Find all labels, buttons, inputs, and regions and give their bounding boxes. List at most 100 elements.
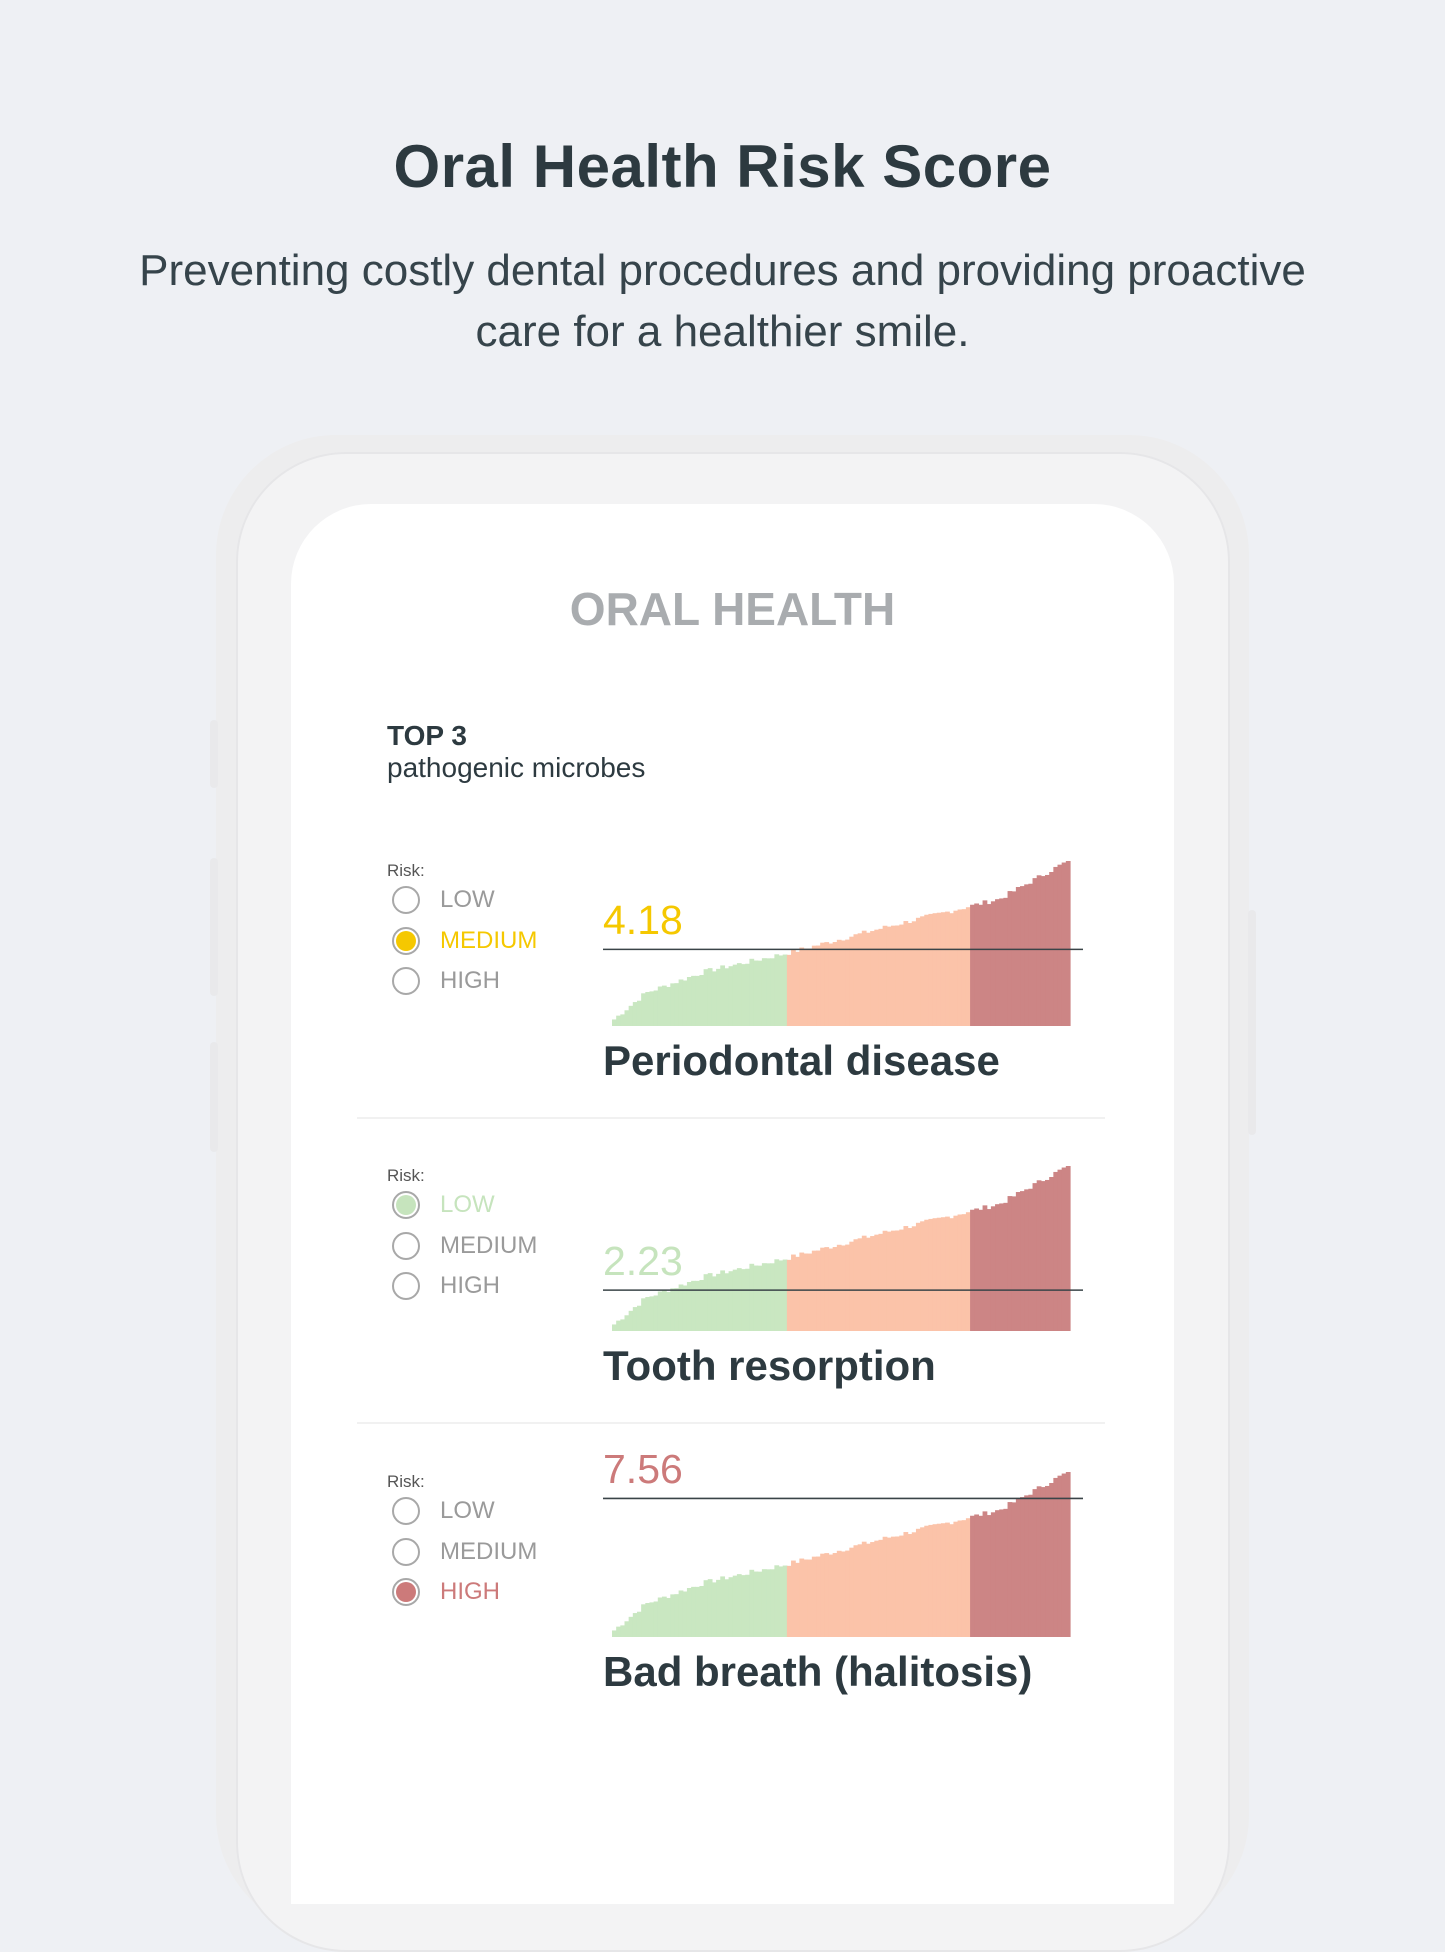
distribution-bar xyxy=(616,1015,621,1026)
radio-unselected[interactable] xyxy=(392,967,420,995)
distribution-bar xyxy=(995,899,1000,1026)
distribution-bar xyxy=(720,965,726,1026)
distribution-bar xyxy=(961,1520,967,1637)
distribution-bar xyxy=(757,1571,763,1637)
risk-distribution-chart xyxy=(603,1472,1083,1637)
distribution-bar xyxy=(770,958,775,1026)
distribution-bar xyxy=(903,921,909,1026)
distribution-bar xyxy=(961,1214,967,1331)
risk-option-low[interactable]: LOW xyxy=(392,884,495,916)
distribution-bar xyxy=(1045,874,1050,1026)
risk-option-high[interactable]: HIGH xyxy=(392,1270,500,1302)
distribution-bar xyxy=(940,1523,946,1637)
distribution-bar xyxy=(978,904,984,1026)
radio-unselected[interactable] xyxy=(392,1497,420,1525)
distribution-bar xyxy=(945,911,950,1026)
distribution-bar xyxy=(686,1282,692,1331)
distribution-bar xyxy=(661,985,667,1026)
risk-option-medium[interactable]: MEDIUM xyxy=(392,1230,537,1262)
risk-option-label: LOW xyxy=(440,1497,495,1524)
risk-option-low[interactable]: LOW xyxy=(392,1495,495,1527)
distribution-bar xyxy=(612,1630,617,1637)
distribution-bar xyxy=(674,983,680,1026)
distribution-bar xyxy=(1007,1502,1013,1637)
distribution-bar xyxy=(1057,864,1063,1026)
distribution-bar xyxy=(824,1553,830,1637)
distribution-bar xyxy=(703,1274,709,1331)
distribution-bar xyxy=(828,943,834,1026)
risk-option-medium[interactable]: MEDIUM xyxy=(392,925,537,957)
distribution-bar xyxy=(870,1236,875,1331)
risk-distribution-chart xyxy=(603,861,1083,1026)
distribution-bar xyxy=(749,958,755,1026)
distribution-bar xyxy=(1003,1508,1009,1637)
distribution-bar xyxy=(703,969,709,1026)
distribution-bar xyxy=(995,1204,1000,1331)
distribution-bar xyxy=(728,1271,734,1331)
distribution-bar xyxy=(1053,866,1059,1026)
distribution-bar xyxy=(1020,886,1025,1026)
distribution-bar xyxy=(691,975,696,1026)
distribution-bar xyxy=(674,1594,680,1637)
distribution-bar xyxy=(924,1219,930,1331)
distribution-bar xyxy=(761,1263,767,1331)
distribution-bar xyxy=(678,1284,684,1331)
risk-option-low[interactable]: LOW xyxy=(392,1189,495,1221)
distribution-bar xyxy=(1024,1495,1029,1637)
radio-selected[interactable] xyxy=(392,1191,420,1219)
risk-label: Risk: xyxy=(387,861,425,880)
radio-unselected[interactable] xyxy=(392,1232,420,1260)
distribution-bar xyxy=(857,1238,863,1331)
distribution-bar xyxy=(986,904,992,1026)
distribution-bar xyxy=(903,1226,909,1331)
distribution-bar xyxy=(845,1244,850,1331)
distribution-bar xyxy=(732,1269,738,1331)
distribution-bar xyxy=(811,945,817,1026)
distribution-bar xyxy=(957,1520,963,1637)
risk-option-medium[interactable]: MEDIUM xyxy=(392,1536,537,1568)
distribution-bar xyxy=(1049,1176,1054,1331)
distribution-bar xyxy=(1040,1487,1046,1637)
distribution-bar xyxy=(1020,1497,1025,1637)
risk-label: Risk: xyxy=(387,1472,425,1491)
distribution-bar xyxy=(766,1263,771,1331)
distribution-bar xyxy=(799,1558,805,1637)
distribution-bar xyxy=(653,1601,659,1637)
distribution-bar xyxy=(724,1579,730,1637)
distribution-bar xyxy=(915,1528,921,1637)
distribution-bar xyxy=(1065,1166,1071,1331)
distribution-bar xyxy=(928,913,934,1026)
distribution-bar xyxy=(990,1206,996,1331)
distribution-bar xyxy=(899,924,905,1026)
distribution-bar xyxy=(974,1208,979,1331)
distribution-bar xyxy=(1053,1171,1059,1331)
distribution-bar xyxy=(882,925,888,1026)
distribution-bar xyxy=(932,913,938,1026)
distribution-bar xyxy=(816,1556,821,1637)
distribution-bar xyxy=(711,1276,717,1331)
distribution-bar xyxy=(899,1535,905,1637)
distribution-bar xyxy=(770,1569,775,1637)
distribution-bar xyxy=(657,986,663,1026)
distribution-bar xyxy=(940,912,946,1026)
radio-unselected[interactable] xyxy=(392,1538,420,1566)
radio-unselected[interactable] xyxy=(392,886,420,914)
risk-option-high[interactable]: HIGH xyxy=(392,965,500,997)
distribution-bar xyxy=(874,1234,880,1331)
distribution-bar xyxy=(949,1524,955,1637)
distribution-bar xyxy=(624,1315,630,1331)
distribution-bar xyxy=(832,942,838,1026)
risk-option-high[interactable]: HIGH xyxy=(392,1576,500,1608)
radio-selected[interactable] xyxy=(392,1578,420,1606)
distribution-bar xyxy=(741,1575,746,1637)
distribution-bar xyxy=(732,964,738,1026)
radio-unselected[interactable] xyxy=(392,1272,420,1300)
distribution-bar xyxy=(661,1290,667,1331)
distribution-bar xyxy=(703,1580,709,1637)
radio-selected[interactable] xyxy=(392,927,420,955)
distribution-bar xyxy=(612,1019,617,1026)
distribution-bar xyxy=(849,936,855,1026)
distribution-bar xyxy=(774,1259,780,1331)
distribution-bar xyxy=(1036,875,1042,1026)
distribution-bar xyxy=(1028,883,1034,1026)
